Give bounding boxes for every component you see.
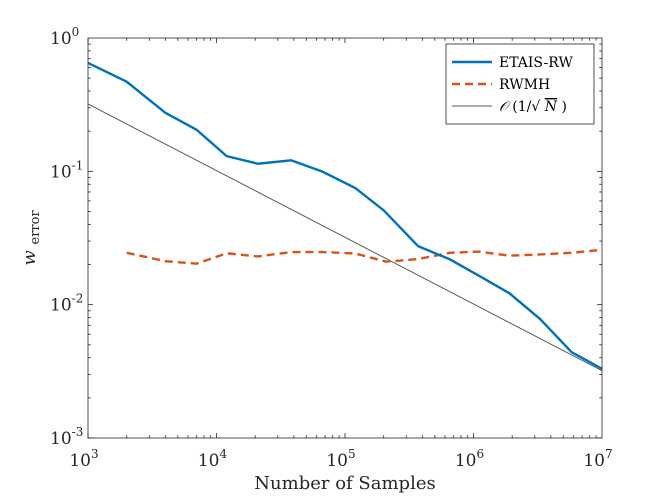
- legend-box: [445, 43, 595, 125]
- x-tick-base: 10: [326, 451, 348, 471]
- x-tick-exponent: 6: [477, 447, 485, 461]
- x-tick-label: 103: [69, 447, 98, 471]
- legend-ref-open: (1/√: [512, 99, 540, 115]
- x-tick-base: 10: [69, 451, 91, 471]
- legend-label-etais-rw: ETAIS-RW: [499, 55, 574, 71]
- x-tick-exponent: 4: [220, 447, 228, 461]
- x-tick-base: 10: [455, 451, 477, 471]
- y-tick-exponent: -1: [72, 158, 84, 172]
- legend-label-reference: 𝒪 (1/√ N ): [499, 99, 567, 115]
- x-tick-label: 106: [455, 447, 484, 471]
- x-tick-exponent: 3: [91, 447, 99, 461]
- y-axis-label-subscript: error: [28, 210, 43, 245]
- y-tick-base: 10: [50, 162, 72, 182]
- legend: ETAIS-RW RWMH 𝒪 (1/√ N ): [445, 43, 595, 125]
- series-line-rwmh: [126, 248, 603, 265]
- y-tick-exponent: -2: [72, 292, 84, 306]
- legend-ref-close: ): [561, 99, 566, 115]
- y-tick-label: 10-3: [50, 425, 83, 449]
- y-tick-base: 10: [50, 296, 72, 316]
- plot-frame: [87, 37, 603, 439]
- legend-label-rwmh: RWMH: [499, 77, 550, 93]
- legend-ref-n: N: [544, 99, 558, 115]
- y-tick-base: 10: [50, 429, 72, 449]
- y-tick-exponent: -3: [72, 425, 84, 439]
- y-tick-base: 10: [50, 29, 72, 49]
- series-line-etais-rw: [87, 61, 603, 370]
- y-axis-label-base: w: [19, 250, 40, 266]
- series-layer: [87, 61, 603, 372]
- x-tick-label: 105: [326, 447, 355, 471]
- x-axis-label: Number of Samples: [254, 473, 435, 494]
- y-tick-label: 100: [50, 25, 79, 49]
- y-tick-label: 10-2: [50, 292, 83, 316]
- axis-ticks: [87, 38, 602, 439]
- x-tick-exponent: 7: [605, 447, 613, 461]
- x-tick-base: 10: [198, 451, 220, 471]
- x-tick-exponent: 5: [348, 447, 356, 461]
- x-tick-labels: 103 104 105 106 107: [69, 447, 612, 471]
- y-tick-label: 10-1: [50, 158, 83, 182]
- legend-ref-o: 𝒪: [499, 99, 511, 115]
- y-tick-exponent: 0: [72, 25, 80, 39]
- series-line-reference: [87, 103, 603, 372]
- x-tick-label: 107: [583, 447, 612, 471]
- x-tick-label: 104: [198, 447, 228, 471]
- y-axis-label: w error: [19, 210, 43, 266]
- x-tick-base: 10: [583, 451, 605, 471]
